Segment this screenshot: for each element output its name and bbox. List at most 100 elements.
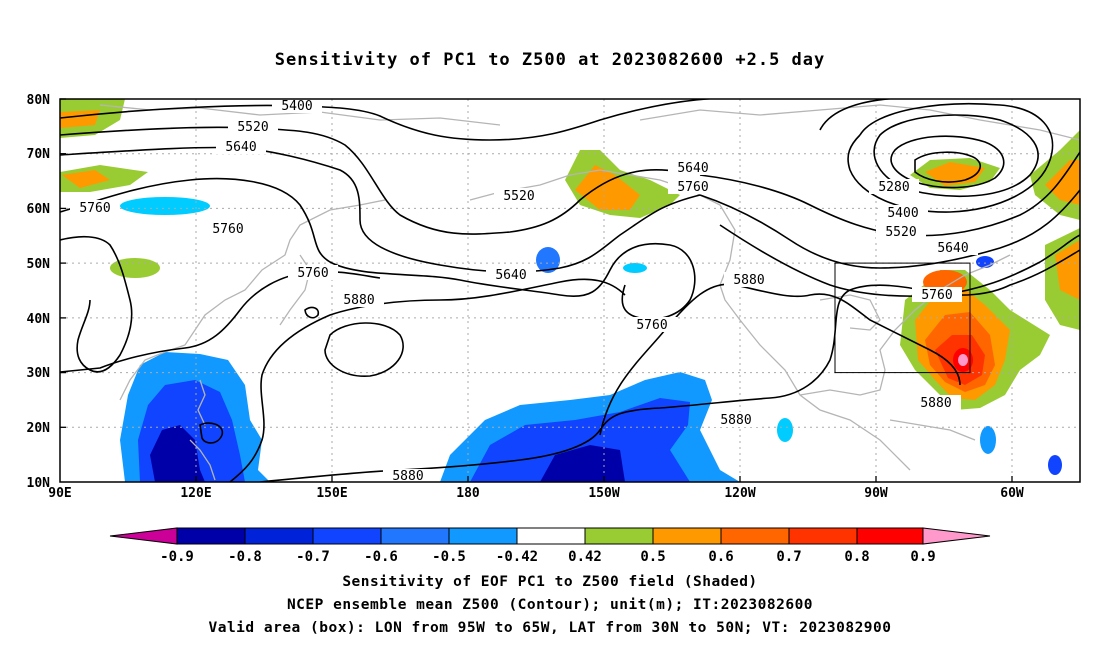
- contour-label: 5760: [627, 317, 677, 333]
- colorbar-labels: -0.9 -0.8 -0.7 -0.6 -0.5 -0.42 0.42 0.5 …: [160, 549, 936, 565]
- sensitivity-shading: [60, 99, 1080, 482]
- contour-label-text: 5880: [343, 293, 374, 308]
- colorbar-swatch: [312, 527, 382, 545]
- lon-tick-label: 180: [456, 486, 480, 501]
- colorbar-label: -0.5: [432, 549, 466, 565]
- contour-label: 5760: [203, 221, 253, 237]
- contour-label: 5880: [334, 292, 384, 308]
- colorbar-swatch: [584, 527, 654, 545]
- negative-blob-atlantic: [980, 426, 996, 454]
- negative-region-wpac-deep: [150, 425, 205, 482]
- lon-tick-label: 60W: [1000, 486, 1024, 501]
- map-title: Sensitivity of PC1 to Z500 at 2023082600…: [274, 50, 826, 70]
- lon-tick-label: 120E: [180, 486, 211, 501]
- positive-region-eastatlantic-core: [1055, 240, 1080, 300]
- contour-label-text: 5520: [885, 225, 916, 240]
- contour-label-text: 5280: [878, 180, 909, 195]
- colorbar-label: 0.42: [568, 549, 602, 565]
- lon-tick-label: 150W: [588, 486, 619, 501]
- positive-region-siberia-core: [62, 170, 110, 188]
- contour-label-text: 5760: [636, 318, 667, 333]
- contour-label-text: 5760: [212, 222, 243, 237]
- contour-label: 5520: [228, 119, 278, 135]
- lon-tick-label: 90E: [48, 486, 71, 501]
- contour-label-text: 5880: [392, 469, 423, 484]
- colorbar-label: -0.7: [296, 549, 330, 565]
- negative-blob-asia: [120, 197, 210, 215]
- contour-label: 5880: [711, 412, 761, 428]
- contour-label: 5760: [668, 179, 718, 195]
- lat-tick-label: 80N: [27, 93, 51, 108]
- axis-ticks: [60, 98, 1013, 482]
- contour-label-text: 5400: [281, 99, 312, 114]
- colorbar-swatch: [380, 527, 450, 545]
- lon-axis: 90E 120E 150E 180 150W 120W 90W 60W: [48, 486, 1024, 501]
- positive-max-peak: [958, 354, 968, 366]
- contour-label-text: 5880: [920, 396, 951, 411]
- map-frame: [59, 98, 1081, 483]
- negative-blob-caribbean: [777, 418, 793, 442]
- contour-label-text: 5640: [225, 140, 256, 155]
- lat-tick-label: 50N: [27, 257, 51, 272]
- contour-label: 5760: [288, 265, 338, 281]
- colorbar-label: -0.6: [364, 549, 398, 565]
- caption-contour: NCEP ensemble mean Z500 (Contour); unit(…: [286, 597, 814, 613]
- positive-region-alaska-core: [575, 165, 640, 210]
- colorbar-label: -0.42: [496, 549, 538, 565]
- colorbar-max-arrow: [922, 527, 991, 545]
- colorbar-swatch: [448, 527, 518, 545]
- contour-label-text: 5640: [937, 241, 968, 256]
- colorbar-swatch: [856, 527, 924, 545]
- contour-label-layer: 5400 5520 5640 5760 5760 5760 5520 5640 …: [70, 98, 978, 484]
- lon-tick-label: 120W: [724, 486, 755, 501]
- contour-label: 5520: [876, 224, 926, 240]
- contour-label-text: 5880: [720, 413, 751, 428]
- caption-shading: Sensitivity of EOF PC1 to Z500 field (Sh…: [342, 574, 758, 590]
- contour-label: 5880: [724, 272, 774, 288]
- colorbar: -0.9 -0.8 -0.7 -0.6 -0.5 -0.42 0.42 0.5 …: [109, 527, 991, 565]
- contour-label-text: 5760: [297, 266, 328, 281]
- valid-area-box: [834, 262, 971, 374]
- contour-label: 5880: [383, 469, 433, 484]
- contour-label-text: 5640: [495, 268, 526, 283]
- lat-tick-label: 30N: [27, 366, 51, 381]
- negative-blob-east: [1048, 455, 1062, 475]
- negative-blob-small: [623, 263, 647, 273]
- colorbar-label: 0.8: [844, 549, 869, 565]
- colorbar-swatch: [516, 527, 586, 545]
- contour-label: 5760: [70, 200, 120, 216]
- contour-label: 5520: [494, 188, 544, 204]
- contour-label: 5880: [911, 395, 961, 411]
- colorbar-label: 0.9: [910, 549, 935, 565]
- lat-tick-label: 70N: [27, 147, 51, 162]
- contour-label: 5640: [928, 240, 978, 256]
- lon-tick-label: 90W: [864, 486, 888, 501]
- map-figure: 5400 5520 5640 5760 5760 5760 5520 5640 …: [27, 93, 1081, 565]
- colorbar-label: 0.6: [708, 549, 733, 565]
- positive-region-northatlantic-core: [1045, 160, 1080, 205]
- lat-tick-label: 10N: [27, 476, 51, 491]
- negative-region-cpac-core: [470, 398, 690, 482]
- lat-tick-label: 60N: [27, 202, 51, 217]
- negative-blob-north-pacific: [536, 247, 560, 273]
- colorbar-label: -0.8: [228, 549, 262, 565]
- contour-label-text: 5880: [733, 273, 764, 288]
- contour-label-text: 5760: [79, 201, 110, 216]
- colorbar-swatch: [244, 527, 314, 545]
- colorbar-label: 0.5: [640, 549, 665, 565]
- contour-label: 5640: [668, 160, 718, 176]
- contour-label: 5280: [869, 179, 919, 195]
- lat-tick-label: 40N: [27, 312, 51, 327]
- colorbar-label: -0.9: [160, 549, 194, 565]
- contour-label-text: 5760: [921, 288, 952, 303]
- contour-label: 5640: [216, 139, 266, 155]
- contour-label-text: 5520: [503, 189, 534, 204]
- contour-label: 5400: [272, 98, 322, 114]
- colorbar-swatch: [652, 527, 722, 545]
- contour-label: 5760: [912, 287, 962, 303]
- lat-tick-label: 20N: [27, 421, 51, 436]
- colorbar-min-arrow: [109, 527, 178, 545]
- lon-tick-label: 150E: [316, 486, 347, 501]
- colorbar-swatch: [720, 527, 790, 545]
- contour-label-text: 5760: [677, 180, 708, 195]
